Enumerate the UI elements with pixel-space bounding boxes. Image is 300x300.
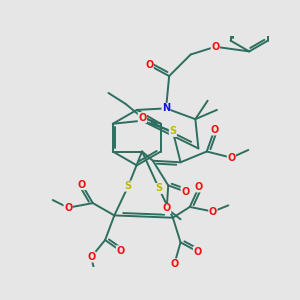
Text: O: O	[210, 125, 219, 135]
Text: O: O	[227, 153, 236, 163]
Text: O: O	[145, 60, 153, 70]
Text: O: O	[211, 42, 220, 52]
Text: O: O	[138, 112, 146, 123]
Text: O: O	[116, 246, 124, 256]
Text: O: O	[209, 207, 217, 217]
Text: S: S	[155, 184, 163, 194]
Text: O: O	[78, 180, 86, 190]
Text: N: N	[162, 103, 170, 113]
Text: O: O	[195, 182, 203, 192]
Text: O: O	[87, 252, 95, 262]
Text: O: O	[181, 187, 189, 196]
Text: O: O	[194, 247, 202, 256]
Text: S: S	[124, 181, 132, 191]
Text: O: O	[64, 203, 72, 213]
Text: O: O	[163, 203, 171, 214]
Text: S: S	[169, 127, 176, 136]
Text: O: O	[170, 259, 178, 269]
